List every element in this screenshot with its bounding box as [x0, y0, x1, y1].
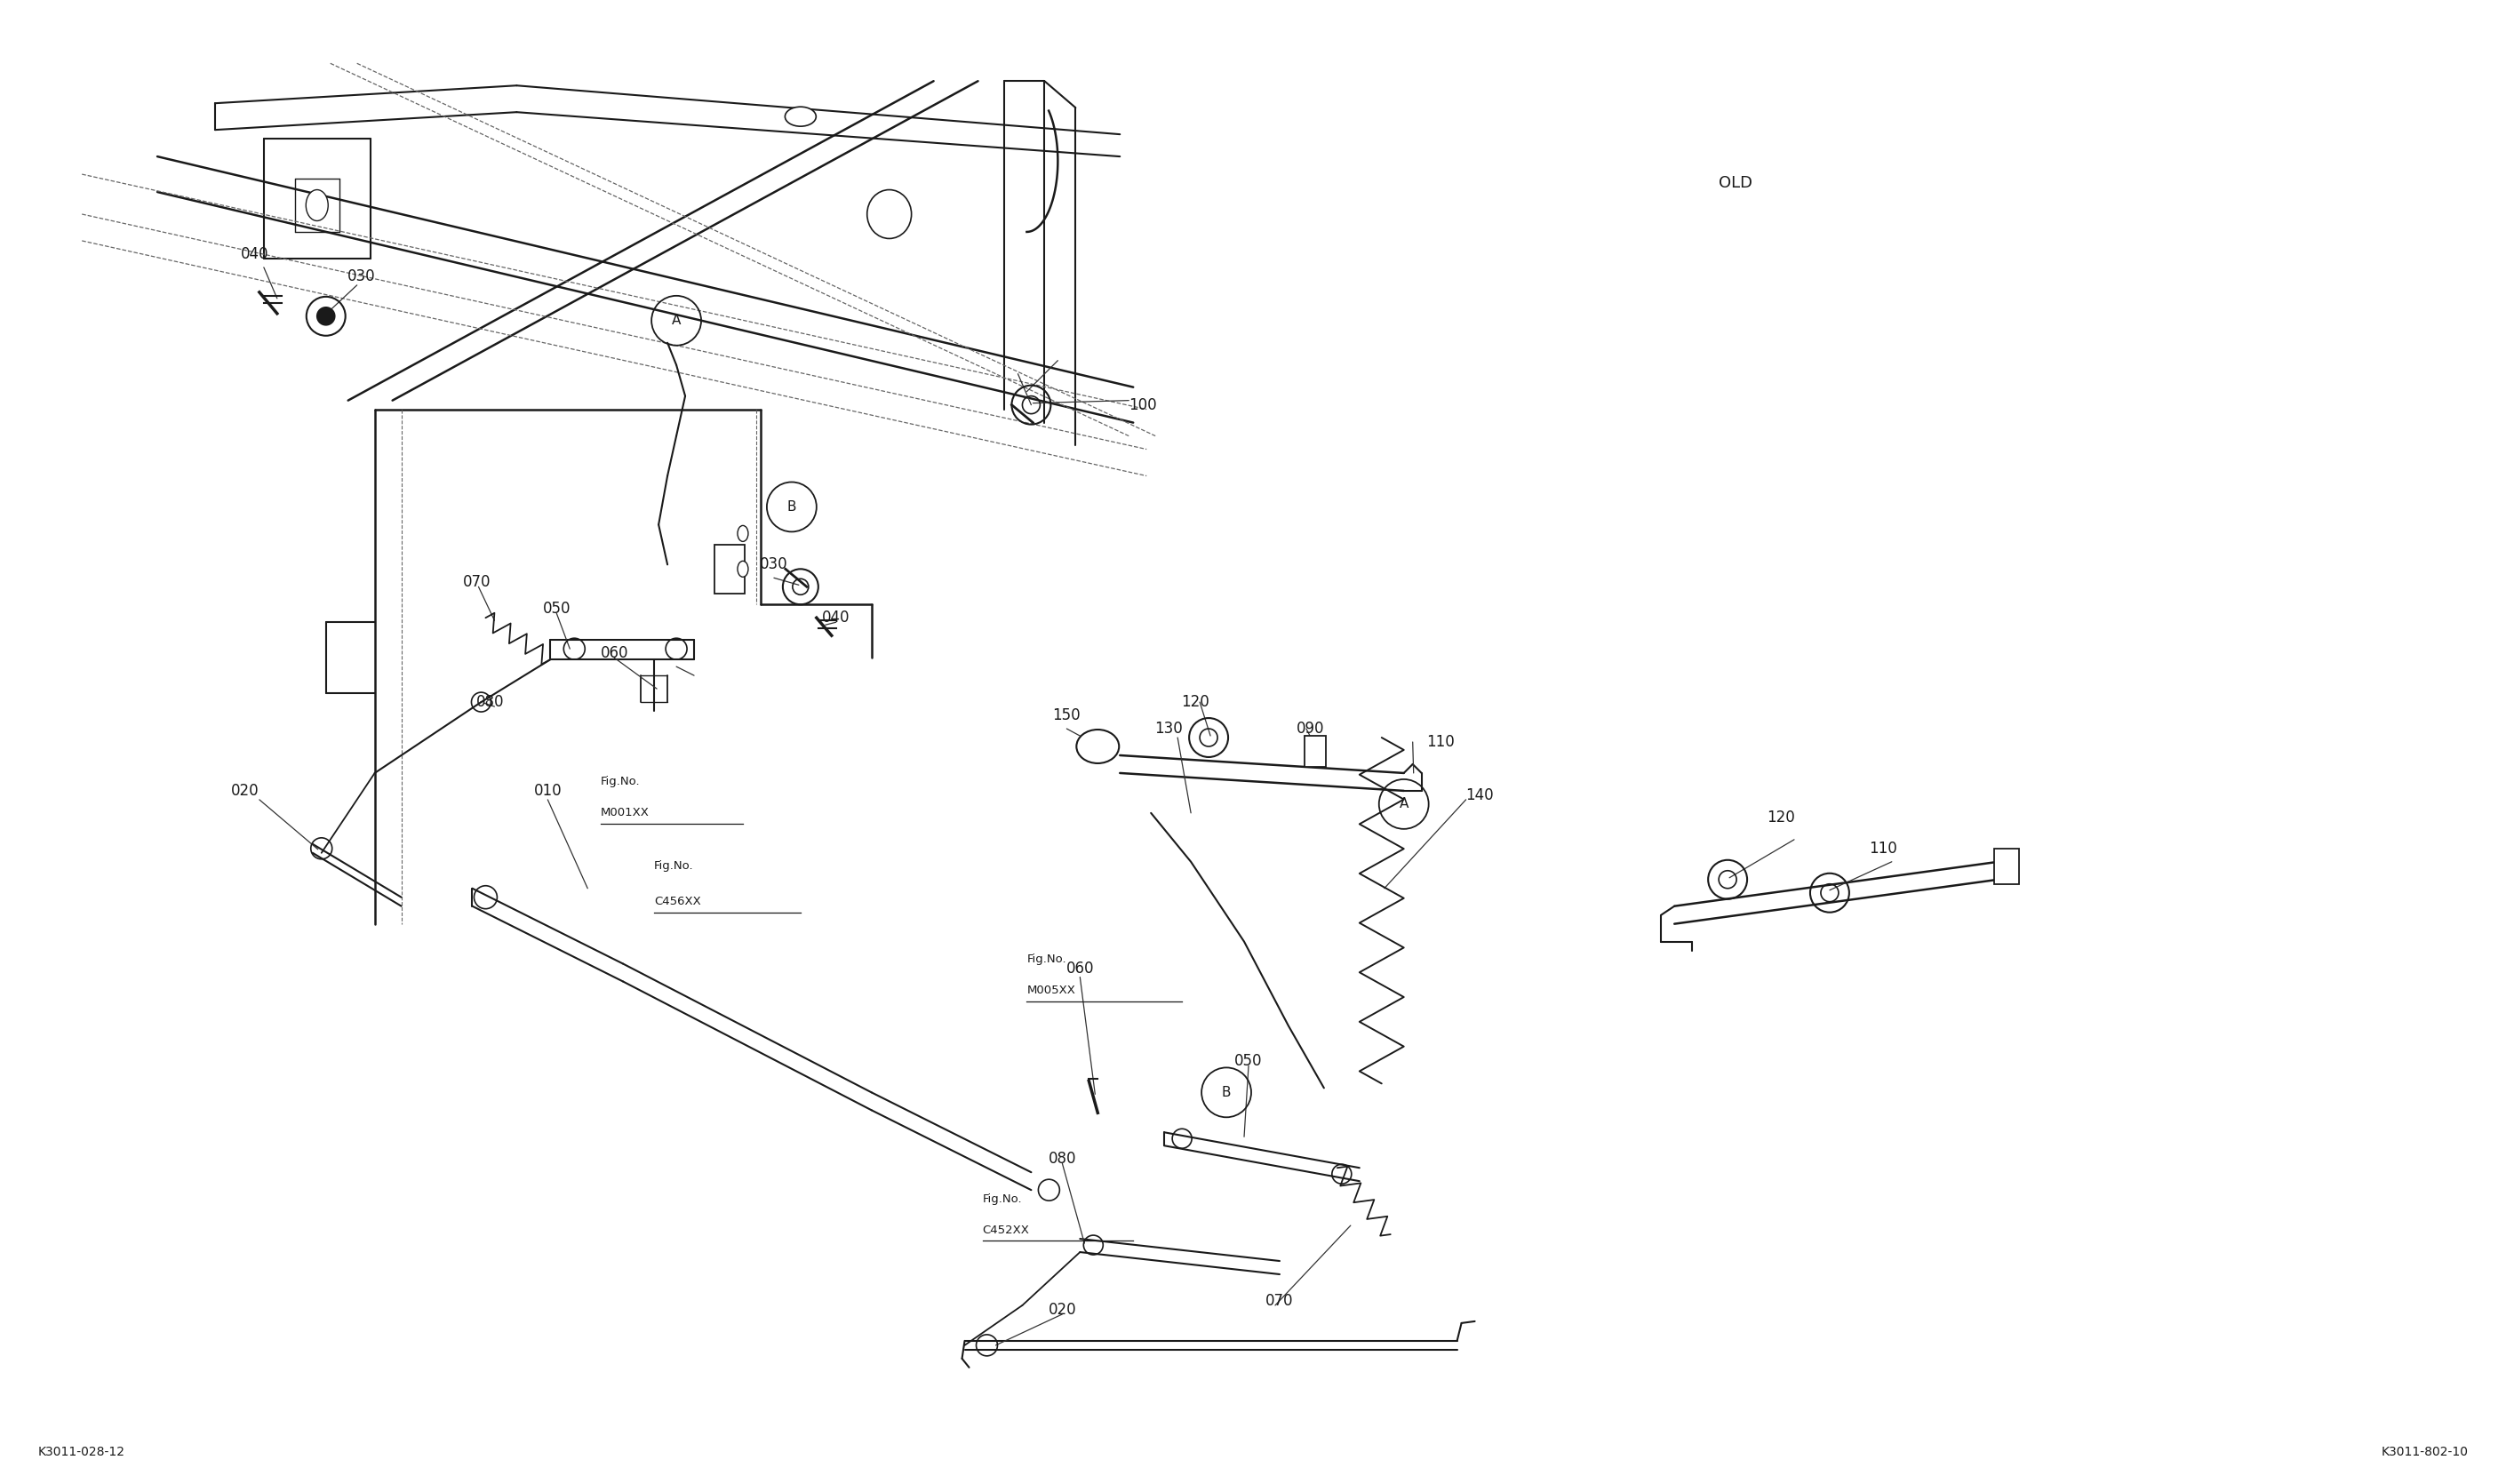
Text: 120: 120 — [1767, 809, 1794, 825]
Text: M005XX: M005XX — [1027, 984, 1075, 996]
Text: 110: 110 — [1426, 735, 1453, 749]
Text: 040: 040 — [822, 610, 850, 626]
Text: 060: 060 — [601, 646, 629, 662]
Text: A: A — [1398, 797, 1408, 810]
Text: Fig.No.: Fig.No. — [601, 776, 642, 788]
Text: M001XX: M001XX — [601, 807, 649, 819]
FancyBboxPatch shape — [1995, 849, 2020, 884]
Text: 120: 120 — [1180, 695, 1210, 709]
Text: B: B — [787, 500, 797, 513]
Circle shape — [318, 307, 336, 325]
Ellipse shape — [784, 107, 817, 126]
Text: 070: 070 — [1266, 1293, 1293, 1309]
Ellipse shape — [1078, 730, 1120, 763]
Text: OLD: OLD — [1719, 175, 1752, 191]
Text: 080: 080 — [476, 695, 504, 709]
Ellipse shape — [737, 525, 749, 542]
Text: 030: 030 — [348, 269, 376, 285]
Text: 110: 110 — [1869, 840, 1897, 856]
Ellipse shape — [306, 190, 328, 221]
FancyBboxPatch shape — [714, 545, 744, 594]
Ellipse shape — [737, 561, 749, 577]
FancyBboxPatch shape — [1306, 736, 1326, 767]
Text: 150: 150 — [1053, 708, 1080, 723]
Text: K3011-028-12: K3011-028-12 — [38, 1445, 125, 1457]
Text: B: B — [1223, 1086, 1230, 1100]
Text: 140: 140 — [1466, 787, 1494, 803]
Text: 050: 050 — [1235, 1054, 1263, 1070]
Text: 010: 010 — [534, 782, 561, 798]
Text: A: A — [672, 315, 682, 328]
Text: 020: 020 — [231, 782, 258, 798]
Text: K3011-802-10: K3011-802-10 — [2381, 1445, 2468, 1457]
Text: 030: 030 — [759, 556, 787, 573]
Text: 130: 130 — [1155, 721, 1183, 736]
Text: 080: 080 — [1048, 1152, 1075, 1166]
Text: C456XX: C456XX — [654, 896, 702, 907]
Text: 060: 060 — [1065, 960, 1095, 976]
Text: 100: 100 — [1128, 396, 1158, 413]
Text: Fig.No.: Fig.No. — [982, 1193, 1022, 1205]
Text: Fig.No.: Fig.No. — [1027, 954, 1068, 965]
Text: 040: 040 — [241, 246, 268, 263]
Ellipse shape — [867, 190, 912, 239]
Text: 050: 050 — [544, 601, 571, 617]
Text: 090: 090 — [1296, 721, 1326, 736]
Text: C452XX: C452XX — [982, 1224, 1030, 1236]
Text: Fig.No.: Fig.No. — [654, 861, 694, 873]
Text: 070: 070 — [464, 574, 491, 591]
Text: 020: 020 — [1048, 1301, 1075, 1318]
